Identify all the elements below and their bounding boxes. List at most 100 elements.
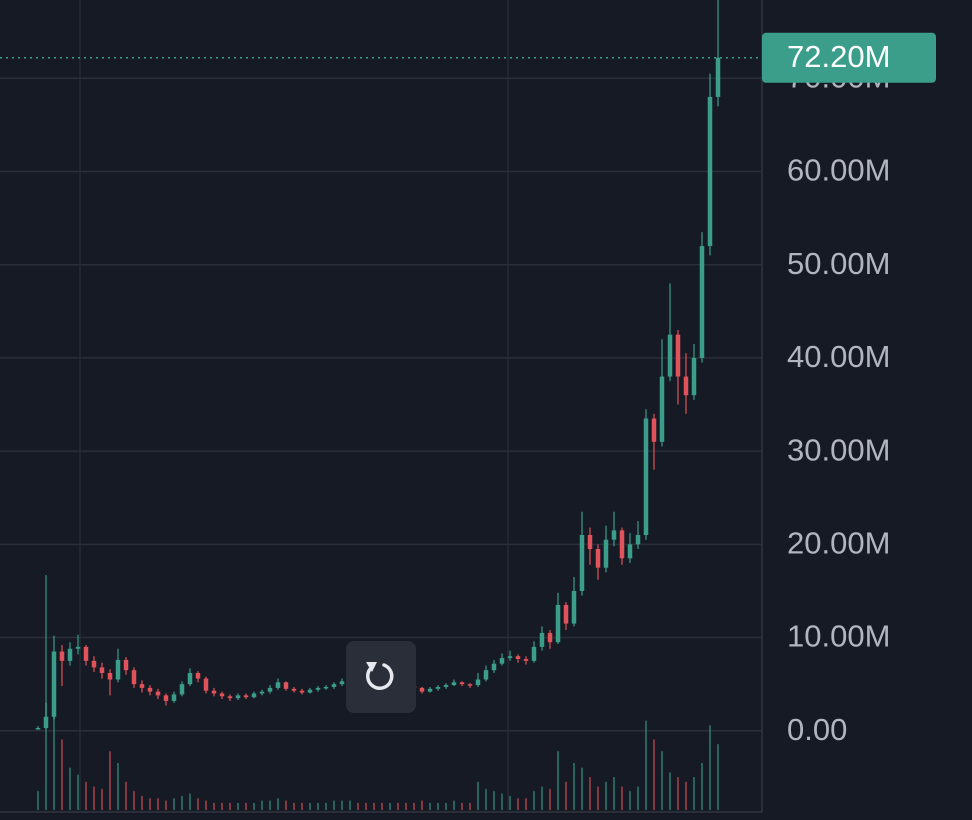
candle-body: [531, 646, 537, 661]
candle-body: [635, 535, 641, 545]
y-tick-label: 0.00: [787, 712, 847, 747]
candle-body: [491, 663, 497, 671]
volume-bar: [517, 798, 519, 810]
candle-body: [299, 690, 305, 693]
candle-body: [115, 659, 121, 680]
candle-body: [715, 57, 721, 97]
reset-button[interactable]: [346, 641, 416, 713]
volume-bar: [533, 791, 535, 810]
volume-bar: [437, 802, 439, 810]
candle-body: [171, 694, 177, 701]
candle-body: [147, 687, 153, 692]
volume-bar: [269, 800, 271, 810]
candle-body: [75, 646, 81, 649]
y-tick-label: 20.00M: [787, 526, 890, 561]
candle-body: [523, 658, 529, 661]
candle-body: [699, 246, 705, 358]
reset-icon-arrow: [366, 662, 377, 672]
volume-bar: [565, 781, 567, 810]
candle-body: [227, 696, 233, 699]
volume-bar: [573, 763, 575, 810]
volume-bar: [61, 739, 63, 810]
volume-bar: [53, 669, 55, 810]
volume-bar: [221, 802, 223, 810]
candle-body: [579, 535, 585, 591]
candle-body: [139, 684, 145, 688]
volume-bar: [677, 777, 679, 810]
candle-body: [99, 667, 105, 673]
candle-body: [443, 685, 449, 687]
volume-bar: [77, 774, 79, 810]
volume-bar: [645, 720, 647, 810]
volume-bar: [165, 800, 167, 810]
candle-body: [499, 658, 505, 664]
candle-body: [547, 632, 553, 643]
volume-bar: [85, 781, 87, 810]
volume-bar: [629, 791, 631, 810]
candle-body: [667, 334, 673, 377]
candle-body: [627, 544, 633, 559]
candle-body: [675, 334, 681, 377]
candle-body: [107, 672, 113, 680]
volume-bar: [669, 772, 671, 810]
candle-body: [283, 682, 289, 689]
candle-body: [507, 656, 513, 659]
volume-bar: [485, 788, 487, 810]
volume-bar: [541, 786, 543, 810]
volume-bar: [381, 802, 383, 810]
candle-body: [179, 684, 185, 695]
candle-body: [619, 530, 625, 559]
volume-bar: [709, 725, 711, 810]
candle-body: [571, 590, 577, 624]
candle-body: [275, 682, 281, 688]
candle-body: [155, 691, 161, 696]
candle-body: [603, 539, 609, 568]
volume-bar: [253, 802, 255, 810]
candle-body: [83, 646, 89, 661]
volume-bar: [277, 798, 279, 810]
y-tick-label: 60.00M: [787, 153, 890, 188]
volume-bar: [701, 763, 703, 810]
volume-bar: [237, 802, 239, 810]
volume-bar: [365, 802, 367, 810]
candle-body: [339, 681, 345, 685]
candle-body: [643, 418, 649, 536]
volume-bar: [469, 802, 471, 810]
volume-bar: [125, 781, 127, 810]
y-tick-label: 30.00M: [787, 432, 890, 467]
volume-bar: [341, 800, 343, 810]
volume-bar: [661, 751, 663, 810]
candle-body: [451, 682, 457, 686]
candle-body: [211, 690, 217, 694]
reset-icon: [366, 663, 394, 690]
volume-bar: [389, 802, 391, 810]
candle-body: [67, 648, 73, 661]
volume-bar: [45, 575, 47, 810]
candle-body: [163, 695, 169, 701]
reset-button-bg[interactable]: [346, 641, 416, 713]
candle-body: [195, 672, 201, 679]
candle-body: [683, 376, 689, 396]
volume-bar: [613, 777, 615, 810]
volume-bar: [557, 751, 559, 810]
volume-bar: [93, 786, 95, 810]
volume-bar: [461, 802, 463, 810]
price-axis: 0.00 10.00M 20.00M 30.00M 40.00M 50.00M 60.00M…: [762, 32, 936, 747]
volume-bar: [493, 791, 495, 810]
grid: [0, 0, 762, 810]
volume-bar: [317, 802, 319, 810]
candle-body: [315, 687, 321, 690]
volume-bar: [69, 767, 71, 810]
candle-body: [651, 418, 657, 442]
volume-bar: [549, 788, 551, 810]
candle-body: [659, 376, 665, 442]
candle-body: [331, 684, 337, 687]
candle-body: [475, 679, 481, 686]
volume-bar: [149, 798, 151, 810]
candle-body: [59, 651, 65, 661]
candle-body: [123, 659, 129, 671]
volume-bar: [373, 802, 375, 810]
candle-body: [707, 96, 713, 247]
